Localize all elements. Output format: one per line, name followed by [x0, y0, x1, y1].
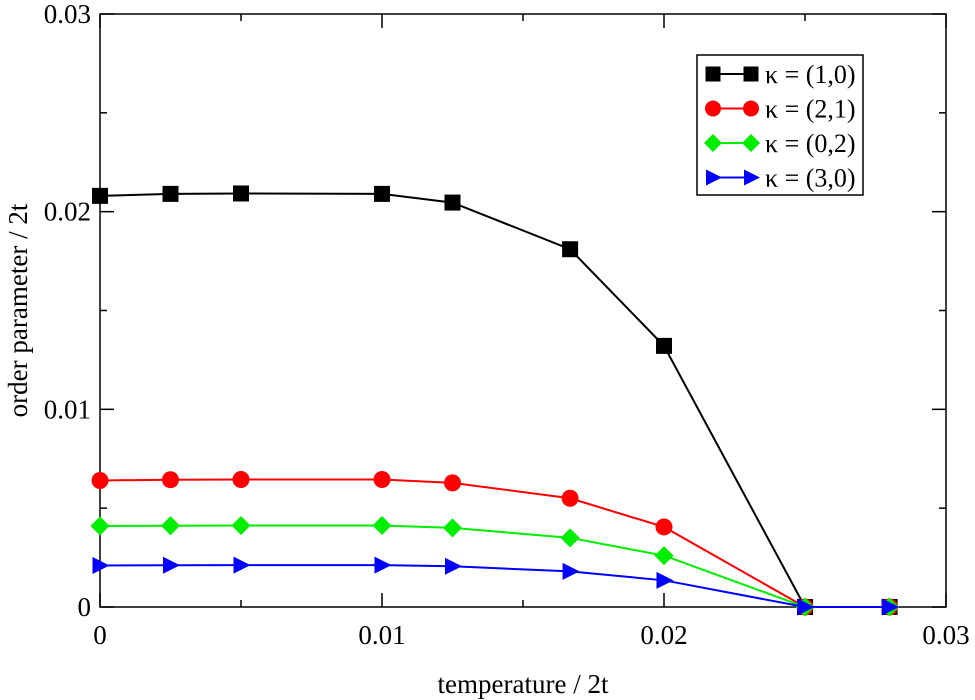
legend-box — [696, 54, 864, 196]
data-point-triangle — [163, 556, 180, 574]
data-point-triangle — [233, 556, 251, 574]
series-1 — [92, 185, 898, 615]
y-axis-label: order parameter / 2t — [3, 203, 33, 417]
data-point-circle — [655, 518, 673, 536]
data-point-circle — [91, 471, 109, 489]
legend-item: κ = (3,0) — [706, 164, 856, 193]
data-point-triangle — [797, 598, 815, 616]
data-point-square — [705, 66, 721, 82]
data-point-circle — [162, 471, 179, 489]
data-point-circle — [561, 489, 579, 507]
x-axis-label: temperature / 2t — [438, 669, 609, 699]
data-point-triangle — [706, 169, 722, 186]
series-group — [90, 185, 900, 617]
axis-ticks: 0 0.01 0.02 0.03 0 0.01 0.02 0.03 — [44, 0, 970, 650]
y-tick-label: 0.02 — [44, 197, 91, 227]
data-point-square — [444, 194, 461, 211]
data-point-diamond — [704, 134, 722, 152]
data-point-triangle — [92, 556, 110, 574]
legend-item: κ = (1,0) — [705, 60, 856, 89]
data-point-triangle — [882, 598, 900, 616]
legend-label: κ = (2,1) — [765, 95, 856, 124]
series-line — [99, 564, 890, 608]
series-line — [99, 524, 890, 608]
data-point-circle — [705, 100, 721, 117]
data-point-diamond — [654, 546, 674, 566]
data-point-square — [743, 66, 759, 82]
x-tick-label: 0.02 — [640, 620, 687, 650]
x-tick-label: 0.03 — [922, 620, 969, 650]
legend-label: κ = (0,2) — [765, 129, 856, 158]
legend-label: κ = (3,0) — [765, 164, 856, 193]
data-point-square — [162, 185, 179, 202]
legend-item: κ = (2,1) — [705, 95, 856, 124]
y-tick-label: 0.03 — [44, 0, 91, 29]
series-3 — [90, 516, 900, 617]
series-2 — [91, 471, 899, 616]
data-point-triangle — [656, 571, 674, 589]
data-point-triangle — [744, 169, 760, 186]
data-point-square — [92, 187, 108, 204]
data-point-circle — [373, 471, 391, 489]
data-point-square — [562, 241, 579, 258]
legend-label: κ = (1,0) — [765, 60, 856, 89]
data-point-circle — [743, 100, 759, 117]
data-point-square — [656, 337, 672, 354]
data-point-diamond — [231, 516, 251, 536]
y-tick-label: 0.01 — [44, 394, 91, 424]
x-tick-label: 0.01 — [358, 620, 405, 650]
data-point-square — [374, 185, 390, 202]
data-point-diamond — [443, 518, 462, 538]
x-tick-label: 0 — [93, 620, 107, 650]
data-point-square — [233, 185, 249, 202]
legend-item: κ = (0,2) — [704, 129, 856, 158]
y-tick-label: 0 — [78, 592, 92, 622]
data-point-diamond — [90, 516, 110, 536]
data-point-circle — [232, 471, 250, 489]
data-point-triangle — [374, 556, 392, 574]
data-point-circle — [444, 474, 461, 492]
series-4 — [92, 556, 900, 616]
legend: κ = (1,0) κ = (2,1) κ = (0,2) κ = (3,0) — [696, 54, 864, 196]
data-point-diamond — [742, 134, 760, 152]
data-point-diamond — [560, 528, 580, 548]
data-point-triangle — [562, 562, 580, 580]
data-point-diamond — [372, 516, 392, 536]
data-point-diamond — [161, 516, 180, 536]
data-point-triangle — [445, 557, 462, 575]
series-line — [99, 192, 890, 608]
